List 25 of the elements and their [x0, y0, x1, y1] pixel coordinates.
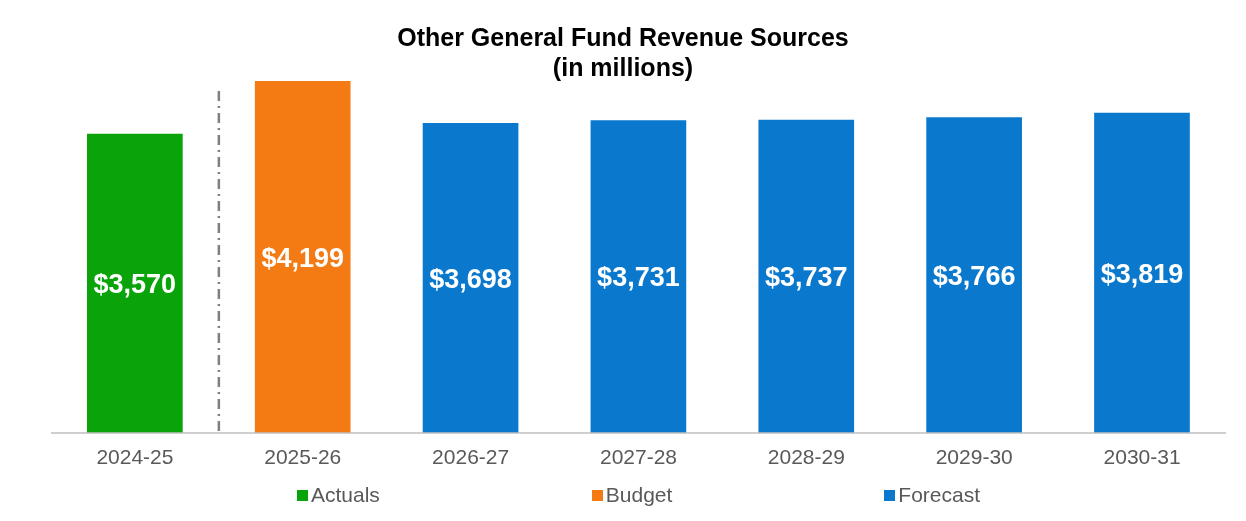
data-label: $3,570	[93, 268, 177, 299]
bar	[758, 119, 855, 433]
legend-label: Forecast	[898, 483, 981, 507]
x-tick-label: 2025-26	[264, 444, 342, 468]
x-tick-label: 2026-27	[432, 444, 510, 468]
bar	[926, 117, 1022, 433]
bar	[590, 120, 687, 433]
data-label: $3,731	[597, 262, 680, 293]
x-tick-label: 2028-29	[767, 444, 845, 468]
chart-title: Other General Fund Revenue Sources (in millions)	[396, 22, 850, 82]
x-tick-label: 2024-25	[96, 444, 174, 468]
bar	[422, 123, 519, 433]
legend-label: Budget	[605, 483, 673, 507]
legend-label: Actuals	[310, 483, 380, 507]
data-label: $4,199	[261, 242, 344, 273]
bar	[254, 81, 351, 433]
x-tick-label: 2027-28	[599, 444, 678, 468]
data-label: $3,819	[1100, 258, 1184, 289]
x-tick-label: 2029-30	[935, 444, 1013, 468]
data-label: $3,766	[932, 260, 1016, 291]
bar	[1094, 112, 1190, 433]
data-label: $3,698	[429, 263, 512, 294]
bar	[87, 133, 183, 433]
data-label: $3,737	[764, 261, 848, 292]
x-tick-label: 2030-31	[1103, 444, 1181, 468]
